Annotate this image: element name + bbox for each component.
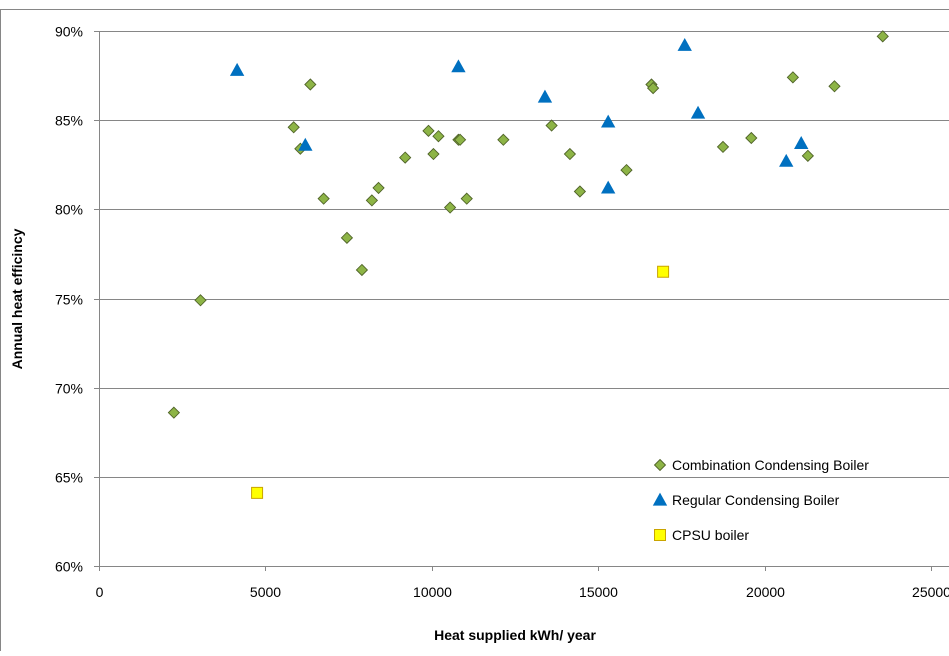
data-point	[195, 295, 206, 306]
data-point	[445, 202, 456, 213]
legend-marker	[654, 494, 667, 506]
x-tick-label: 25000	[912, 584, 949, 600]
data-point	[498, 134, 509, 145]
data-point	[746, 133, 757, 144]
gridlines	[99, 32, 949, 478]
data-point	[433, 131, 444, 142]
data-point	[678, 39, 691, 51]
data-point	[305, 79, 316, 90]
legend-marker	[655, 460, 666, 471]
y-tick-label: 65%	[55, 470, 83, 486]
y-tick-label: 60%	[55, 559, 83, 575]
data-point	[621, 165, 632, 176]
data-point	[658, 266, 669, 277]
data-point	[356, 264, 367, 275]
legend-label: Regular Condensing Boiler	[672, 492, 840, 508]
data-point	[877, 31, 888, 42]
series-diamond	[168, 31, 888, 418]
data-point	[341, 232, 352, 243]
x-tick-label: 15000	[579, 584, 618, 600]
x-tick-label: 10000	[413, 584, 452, 600]
data-point	[461, 193, 472, 204]
y-tick-label: 85%	[55, 113, 83, 129]
data-point	[452, 60, 465, 72]
axes	[94, 31, 949, 571]
series-triangle	[231, 39, 808, 193]
series-square	[252, 266, 669, 498]
data-point	[718, 141, 729, 152]
data-point	[428, 149, 439, 160]
data-point	[602, 181, 615, 193]
data-point	[692, 107, 705, 119]
y-tick-label: 75%	[55, 292, 83, 308]
data-point	[168, 407, 179, 418]
x-tick-label: 0	[96, 584, 104, 600]
data-point	[829, 81, 840, 92]
y-axis-title: Annual heat efficincy	[9, 228, 25, 369]
data-point	[546, 120, 557, 131]
x-tick-label: 20000	[746, 584, 785, 600]
data-point	[780, 155, 793, 167]
legend: Combination Condensing Boiler Regular Con…	[654, 457, 870, 543]
data-point	[400, 152, 411, 163]
y-tick-label: 80%	[55, 202, 83, 218]
data-point	[787, 72, 798, 83]
data-point	[423, 125, 434, 136]
x-tick-label: 5000	[250, 584, 281, 600]
data-point	[318, 193, 329, 204]
legend-label: Combination Condensing Boiler	[672, 457, 869, 473]
data-point	[795, 137, 808, 149]
y-tick-label: 70%	[55, 381, 83, 397]
data-point	[602, 115, 615, 127]
legend-label: CPSU boiler	[672, 527, 749, 543]
data-point	[366, 195, 377, 206]
data-point	[574, 186, 585, 197]
data-point	[373, 182, 384, 193]
data-point	[802, 150, 813, 161]
data-point	[288, 122, 299, 133]
tick-labels: 60% 65% 70% 75% 80% 85% 90% 0 5000 10000 15000 2000…	[55, 24, 949, 601]
x-axis-title: Heat supplied kWh/ year	[434, 627, 596, 643]
data-point	[538, 90, 551, 102]
data-point	[252, 487, 263, 498]
data-points	[168, 31, 888, 499]
legend-marker	[655, 530, 666, 541]
y-tick-label: 90%	[55, 24, 83, 40]
data-point	[564, 149, 575, 160]
data-point	[231, 64, 244, 76]
chart-area-border	[1, 10, 949, 652]
